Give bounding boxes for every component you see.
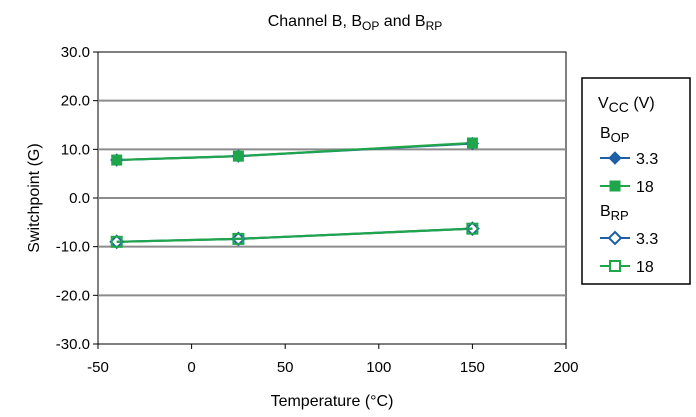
- legend-title: VCC (V): [598, 95, 655, 115]
- y-axis-label: Switchpoint (G): [26, 143, 43, 252]
- legend-group-bop-label: BOP: [600, 125, 629, 145]
- legend-group-brp-label: BRP: [600, 203, 629, 223]
- x-tick-label: 150: [460, 359, 485, 376]
- chart-title: Channel B, BOP and BRP: [268, 13, 443, 33]
- x-tick-label: 0: [187, 359, 195, 376]
- y-tick-label: 30.0: [61, 44, 90, 61]
- x-tick-label: 50: [277, 359, 294, 376]
- x-tick-label: 200: [553, 359, 578, 376]
- series-layer: [109, 136, 480, 250]
- y-axis-ticks: -30.0 -20.0 -10.0 0.0 10.0 20.0 30.0: [56, 44, 98, 353]
- y-tick-label: -20.0: [56, 287, 90, 304]
- y-tick-label: -10.0: [56, 239, 90, 256]
- square-marker-icon: [609, 180, 621, 192]
- legend-box: [581, 77, 691, 285]
- data-point-brp-18: [110, 235, 123, 248]
- legend-entry-brp-3.3: 3.3: [600, 230, 658, 248]
- square-open-marker-icon: [609, 260, 621, 272]
- legend-entry-label: 3.3: [636, 231, 658, 248]
- gridlines: [98, 99, 566, 297]
- diamond-marker-icon: [608, 151, 622, 165]
- data-point-bop-18: [466, 137, 478, 149]
- y-tick-label: 20.0: [61, 93, 90, 110]
- data-point-bop-18: [232, 150, 244, 162]
- x-axis-label: Temperature (°C): [271, 393, 394, 410]
- legend-entry-label: 18: [636, 259, 654, 276]
- y-tick-label: -30.0: [56, 336, 90, 353]
- data-point-brp-18: [232, 232, 245, 245]
- x-axis-ticks: -50 0 50 100 150 200: [87, 344, 579, 376]
- legend-entry-label: 18: [636, 179, 654, 196]
- legend-entry-brp-18: 18: [600, 259, 654, 276]
- legend-entry-label: 3.3: [636, 151, 658, 168]
- data-point-brp-18: [466, 222, 479, 235]
- series-line-brp-18: [116, 227, 473, 243]
- y-tick-label: 10.0: [61, 141, 90, 158]
- x-tick-label: -50: [87, 359, 109, 376]
- legend-entry-bop-18: 18: [600, 179, 654, 196]
- legend: VCC (V) BOP 3.3 18 BRP 3.3 18: [581, 77, 691, 285]
- diamond-open-marker-icon: [607, 230, 623, 246]
- legend-entry-bop-3.3: 3.3: [600, 151, 658, 168]
- y-tick-label: 0.0: [69, 190, 90, 207]
- x-tick-label: 100: [366, 359, 391, 376]
- data-point-bop-18: [111, 154, 123, 166]
